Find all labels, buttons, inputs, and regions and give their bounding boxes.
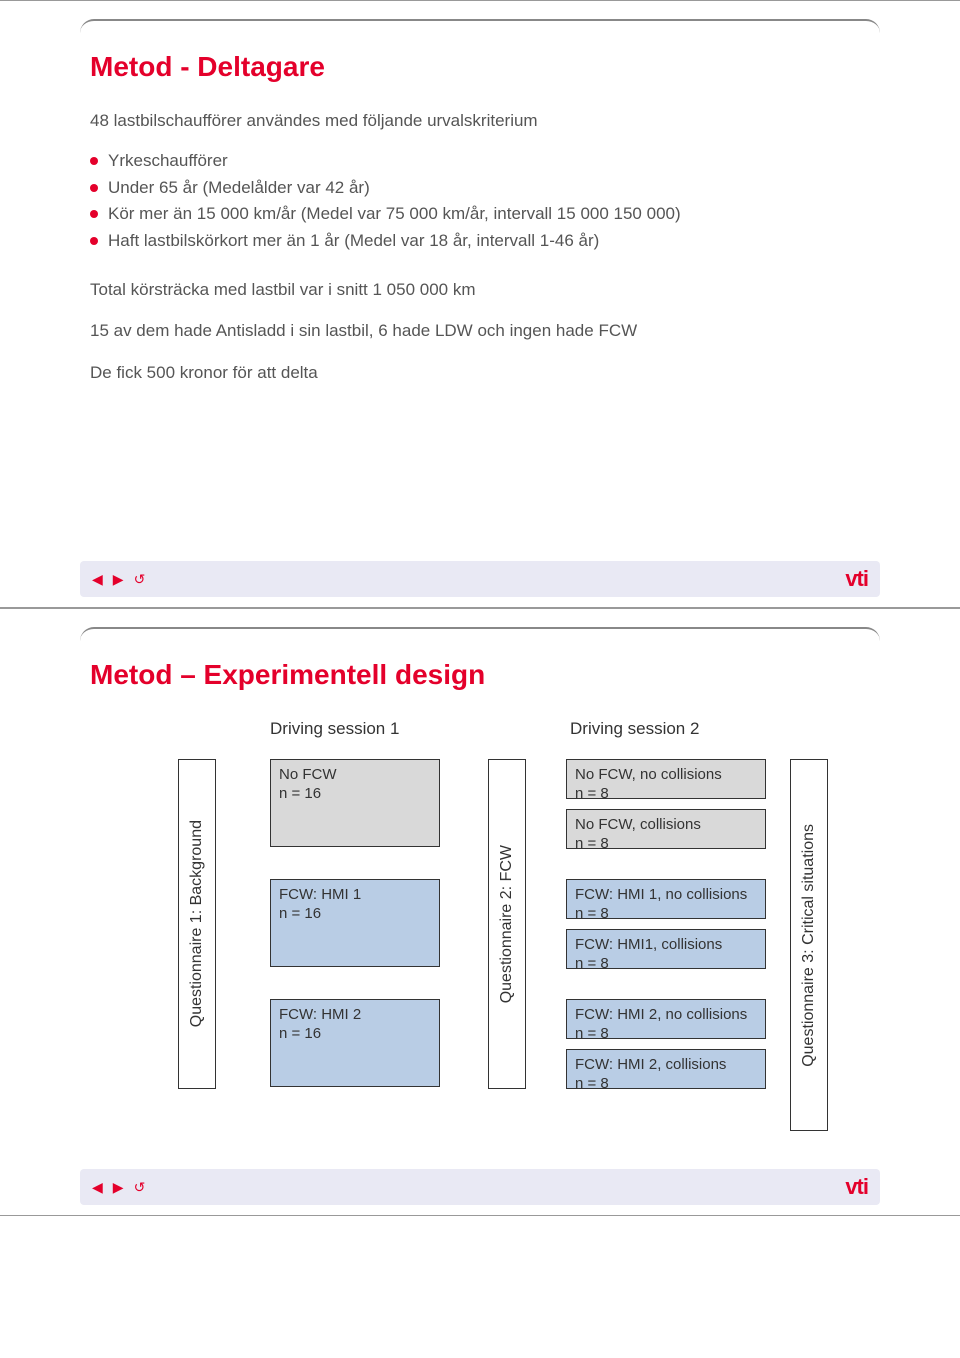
questionnaire-3-box: Questionnaire 3: Critical situations (790, 759, 828, 1131)
session1-block: No FCWn = 16 (270, 759, 440, 847)
bullet-item: Haft lastbilskörkort mer än 1 år (Medel … (90, 229, 870, 254)
nav-icons: ◀ ▶ ↺ (92, 1179, 145, 1196)
experiment-diagram: Driving session 1 Driving session 2 Ques… (90, 719, 870, 1139)
refresh-icon[interactable]: ↺ (134, 571, 146, 588)
slide-body: Metod - Deltagare 48 lastbilschaufförer … (0, 1, 960, 561)
session2-block: No FCW, collisionsn = 8 (566, 809, 766, 849)
questionnaire-3-label: Questionnaire 3: Critical situations (800, 824, 818, 1067)
logo: vti (845, 566, 868, 592)
paragraph: 15 av dem hade Antisladd i sin lastbil, … (90, 319, 870, 343)
questionnaire-2-box: Questionnaire 2: FCW (488, 759, 526, 1089)
session1-header: Driving session 1 (270, 719, 399, 739)
intro-text: 48 lastbilschaufförer användes med följa… (90, 111, 870, 131)
refresh-icon[interactable]: ↺ (134, 1179, 146, 1196)
session2-header: Driving session 2 (570, 719, 699, 739)
session1-block: FCW: HMI 2n = 16 (270, 999, 440, 1087)
logo-text: vti (845, 1174, 868, 1199)
footer-bar: ◀ ▶ ↺ vti (80, 1169, 880, 1205)
questionnaire-1-box: Questionnaire 1: Background (178, 759, 216, 1089)
slide-1: Metod - Deltagare 48 lastbilschaufförer … (0, 0, 960, 608)
footer-bar: ◀ ▶ ↺ vti (80, 561, 880, 597)
session2-block: FCW: HMI 2, no collisionsn = 8 (566, 999, 766, 1039)
paragraph: De fick 500 kronor för att delta (90, 361, 870, 385)
session2-block: FCW: HMI1, collisionsn = 8 (566, 929, 766, 969)
play-icon[interactable]: ▶ (113, 1179, 124, 1196)
bullet-item: Kör mer än 15 000 km/år (Medel var 75 00… (90, 202, 870, 227)
logo: vti (845, 1174, 868, 1200)
bullet-list: Yrkeschaufförer Under 65 år (Medelålder … (90, 149, 870, 254)
paragraph: Total körsträcka med lastbil var i snitt… (90, 278, 870, 302)
questionnaire-2-label: Questionnaire 2: FCW (498, 845, 516, 1003)
session2-block: FCW: HMI 2, collisionsn = 8 (566, 1049, 766, 1089)
play-icon[interactable]: ▶ (113, 571, 124, 588)
session2-block: No FCW, no collisionsn = 8 (566, 759, 766, 799)
bullet-item: Under 65 år (Medelålder var 42 år) (90, 176, 870, 201)
questionnaire-1-label: Questionnaire 1: Background (188, 820, 206, 1027)
logo-text: vti (845, 566, 868, 591)
session2-block: FCW: HMI 1, no collisionsn = 8 (566, 879, 766, 919)
session1-block: FCW: HMI 1n = 16 (270, 879, 440, 967)
bullet-item: Yrkeschaufförer (90, 149, 870, 174)
slide-title: Metod – Experimentell design (90, 659, 870, 691)
slide-title: Metod - Deltagare (90, 51, 870, 83)
slide-body: Metod – Experimentell design Driving ses… (0, 609, 960, 1169)
nav-icons: ◀ ▶ ↺ (92, 571, 145, 588)
prev-icon[interactable]: ◀ (92, 571, 103, 588)
slide-2: Metod – Experimentell design Driving ses… (0, 608, 960, 1216)
prev-icon[interactable]: ◀ (92, 1179, 103, 1196)
